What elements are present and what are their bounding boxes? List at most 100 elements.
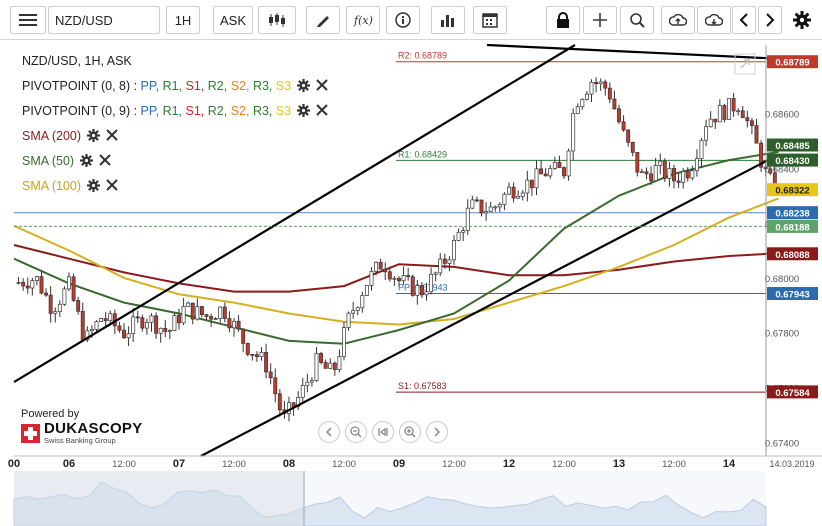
info-button[interactable]	[386, 6, 420, 34]
zoom-button[interactable]	[620, 6, 654, 34]
nav-reset-button[interactable]	[372, 421, 394, 443]
nav-back-button[interactable]	[318, 421, 340, 443]
sma100-close-icon[interactable]	[106, 179, 119, 192]
trend-channel-line[interactable]	[13, 44, 576, 383]
timeframe-selector[interactable]: 1H	[166, 6, 200, 34]
candle-down	[245, 343, 250, 355]
info-icon	[395, 12, 411, 28]
price-tag	[767, 138, 818, 152]
pivot2-settings-icon[interactable]	[297, 104, 311, 117]
sma50-close-icon[interactable]	[99, 154, 112, 167]
candle-up	[520, 192, 525, 197]
indicators-button[interactable]: f(x)	[346, 6, 380, 34]
candle-down	[103, 318, 108, 322]
settings-button[interactable]	[788, 6, 816, 34]
candle-down	[190, 302, 195, 320]
pivot-item-r3: R3,	[252, 78, 276, 93]
candle-down	[754, 125, 759, 144]
candle-up	[699, 139, 704, 159]
candle-down	[543, 173, 548, 177]
navigator-window[interactable]	[14, 471, 304, 526]
candle-up	[99, 318, 104, 322]
nav-zoom-in-button[interactable]	[399, 421, 421, 443]
volume-button[interactable]	[431, 6, 465, 34]
candle-up	[342, 327, 346, 357]
sma50-label: SMA (50)	[22, 153, 75, 168]
candle-down	[731, 98, 736, 112]
scroll-left-button[interactable]	[732, 6, 756, 34]
candle-up	[346, 312, 351, 328]
candle-up	[94, 321, 99, 330]
candle-up	[433, 272, 438, 275]
candle-down	[250, 354, 255, 356]
trend-channel-line[interactable]	[486, 43, 779, 60]
candle-up	[314, 353, 319, 381]
price-tag-label: 0.67584	[775, 388, 810, 399]
pivot2-close-icon[interactable]	[316, 104, 329, 117]
maximize-button[interactable]	[734, 53, 756, 75]
lock-button[interactable]	[546, 6, 580, 34]
candle-up	[694, 158, 699, 172]
nav-forward-button[interactable]	[426, 421, 448, 443]
draw-button[interactable]	[306, 6, 340, 34]
sma200-close-icon[interactable]	[106, 129, 119, 142]
download-button[interactable]	[697, 6, 731, 34]
candle-down	[122, 329, 126, 339]
calendar-button[interactable]	[473, 6, 507, 34]
candle-up	[704, 126, 709, 141]
powered-by-text: Powered by	[21, 408, 80, 420]
candle-up	[30, 280, 35, 289]
candle-up	[447, 259, 452, 264]
sma50-settings-icon[interactable]	[80, 154, 94, 167]
candle-down	[44, 292, 49, 296]
candle-up	[364, 285, 369, 296]
candle-up	[67, 276, 71, 290]
x-tick-label: 12:00	[552, 459, 576, 470]
candle-up	[548, 168, 553, 177]
reset-icon	[378, 427, 388, 437]
legend-pivot-1[interactable]: PIVOTPOINT (0, 8) : PP, R1, S1, R2, S2, …	[22, 73, 329, 98]
candle-down	[387, 271, 392, 280]
candle-down	[204, 314, 209, 317]
crosshair-button[interactable]	[583, 6, 617, 34]
candle-down	[745, 117, 750, 122]
legend-sma50[interactable]: SMA (50)	[22, 148, 329, 173]
menu-button[interactable]	[10, 6, 46, 34]
dukascopy-logo[interactable]: DUKASCOPY Swiss Banking Group	[21, 421, 143, 445]
candle-down	[410, 276, 415, 296]
candle-down	[406, 275, 411, 278]
chart-type-button[interactable]	[258, 6, 296, 34]
candle-down	[612, 98, 617, 110]
candle-up	[369, 271, 374, 286]
nav-zoom-out-button[interactable]	[345, 421, 367, 443]
trend-channel-line[interactable]	[200, 153, 780, 457]
candle-down	[135, 316, 140, 319]
pivot1-close-icon[interactable]	[316, 79, 329, 92]
sma100-settings-icon[interactable]	[87, 179, 101, 192]
symbol-selector[interactable]: NZD/USD	[48, 6, 160, 34]
price-side-selector[interactable]: ASK	[213, 6, 253, 34]
candle-up	[126, 333, 131, 339]
candle-up	[351, 310, 356, 314]
legend-sma200[interactable]: SMA (200)	[22, 123, 329, 148]
upload-button[interactable]	[661, 6, 695, 34]
x-tick-label: 08	[283, 458, 295, 470]
candle-up	[497, 204, 502, 208]
lock-icon	[557, 12, 569, 28]
candle-up	[53, 311, 58, 314]
gear-icon	[793, 11, 811, 29]
candle-up	[589, 81, 594, 95]
candle-up	[456, 231, 461, 241]
x-tick-label: 12:00	[112, 459, 136, 470]
scroll-right-button[interactable]	[758, 6, 782, 34]
candle-down	[529, 179, 534, 189]
candle-down	[442, 258, 447, 264]
legend-sma100[interactable]: SMA (100)	[22, 173, 329, 198]
candle-down	[594, 81, 599, 85]
navigator[interactable]	[13, 471, 767, 526]
pivot1-settings-icon[interactable]	[297, 79, 311, 92]
legend-pivot-2[interactable]: PIVOTPOINT (0, 9) : PP, R1, S1, R2, S2, …	[22, 98, 329, 123]
sma200-settings-icon[interactable]	[87, 129, 101, 142]
candle-down	[163, 327, 168, 332]
